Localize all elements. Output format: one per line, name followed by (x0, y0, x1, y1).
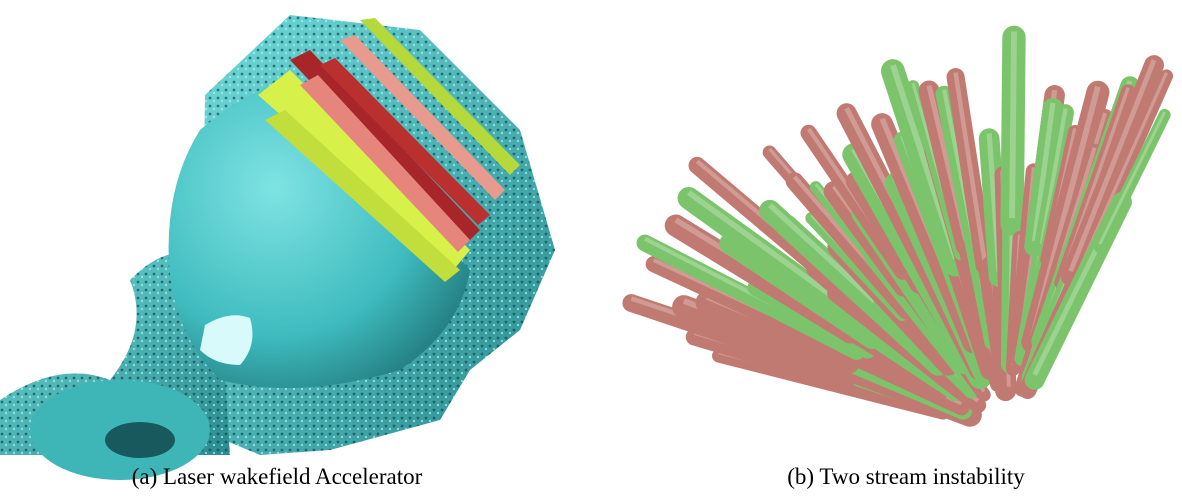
page: (a) Laser wakefield Accelerator (b) Two … (0, 0, 1182, 504)
caption: (b) Two stream instability (787, 464, 1025, 489)
swirl-core (105, 422, 175, 458)
caption: (a) Laser wakefield Accelerator (132, 464, 423, 489)
panel-b-image (631, 32, 1166, 416)
tube-highlight (1012, 32, 1014, 219)
figure: (a) Laser wakefield Accelerator (b) Two … (0, 0, 1182, 504)
panel-a-image (0, 15, 555, 480)
